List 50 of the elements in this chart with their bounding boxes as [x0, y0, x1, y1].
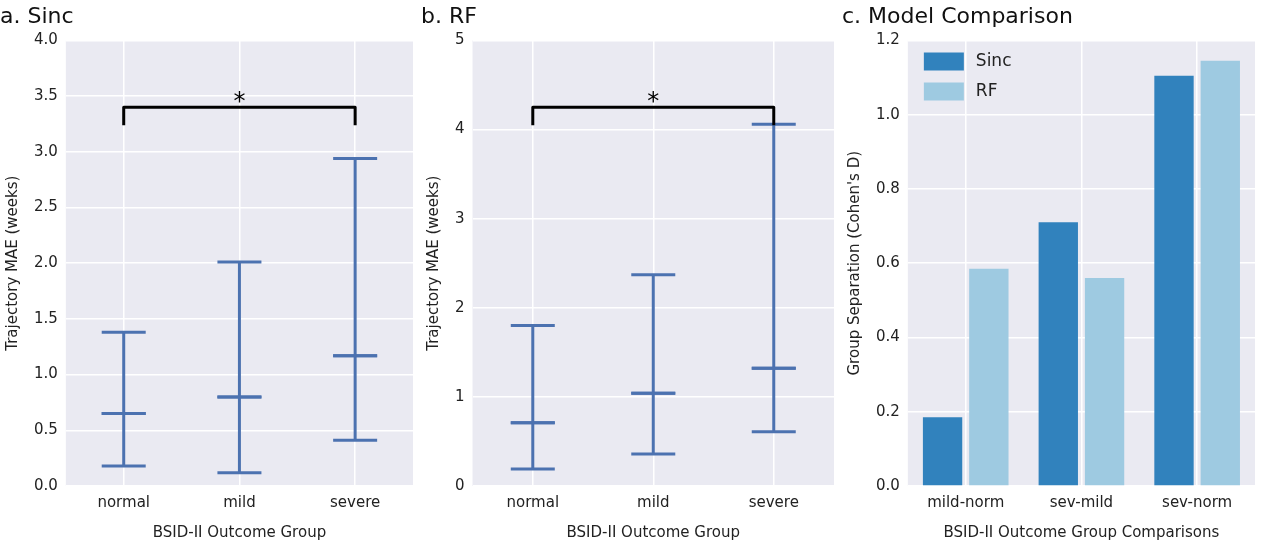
bar [969, 268, 1009, 486]
y-tick-label: 0.0 [34, 475, 58, 494]
y-tick-label: 4 [455, 119, 465, 138]
bar [1038, 222, 1078, 486]
chart-title: b. RF [421, 2, 477, 28]
y-tick-label: 4.0 [34, 30, 58, 49]
y-tick-label: 0.4 [876, 327, 900, 346]
y-tick-label: 2 [455, 297, 465, 316]
y-tick-label: 5 [455, 30, 465, 49]
legend-label: Sinc [975, 49, 1012, 70]
y-tick-label: 3 [455, 208, 465, 227]
chart-title: c. Model Comparison [842, 2, 1073, 28]
y-tick-label: 0 [455, 475, 465, 494]
y-tick-label: 0.8 [876, 178, 900, 197]
x-axis-title: BSID-II Outcome Group Comparisons [943, 522, 1220, 541]
bar [1200, 60, 1240, 486]
y-tick-label: 2.5 [34, 197, 58, 216]
y-tick-label: 3.0 [34, 141, 58, 160]
x-tick-label: mild [223, 492, 256, 511]
x-tick-label: normal [506, 492, 560, 511]
chart-title: a. Sinc [0, 2, 74, 28]
x-tick-label: sev-norm [1162, 492, 1233, 511]
y-tick-label: 1.0 [876, 104, 900, 123]
bar [922, 417, 963, 486]
x-tick-label: mild [637, 492, 670, 511]
y-tick-label: 1 [455, 386, 465, 405]
y-tick-label: 1.0 [34, 364, 58, 383]
y-tick-label: 0.6 [876, 253, 900, 272]
y-tick-label: 2.0 [34, 253, 58, 272]
x-tick-label: normal [97, 492, 150, 511]
y-tick-label: 3.5 [34, 85, 58, 104]
annotation: * [647, 87, 660, 116]
legend-label: RF [975, 79, 998, 100]
y-axis-title: Group Separation (Cohen's D) [844, 150, 863, 376]
y-tick-label: 1.2 [876, 30, 900, 49]
x-tick-label: mild-norm [927, 492, 1005, 511]
y-tick-label: 0.2 [876, 401, 900, 420]
x-tick-label: severe [330, 492, 381, 511]
y-tick-label: 0.5 [34, 420, 58, 439]
bar [1154, 75, 1194, 486]
bar [1084, 278, 1125, 486]
y-tick-label: 1.5 [34, 308, 58, 327]
x-tick-label: sev-mild [1049, 492, 1114, 511]
y-axis-title: Trajectory MAE (weeks) [423, 175, 442, 352]
x-axis-title: BSID-II Outcome Group [152, 522, 327, 541]
y-tick-label: 0.0 [876, 475, 900, 494]
y-axis-title: Trajectory MAE (weeks) [2, 175, 21, 352]
annotation: * [233, 87, 246, 116]
x-tick-label: severe [748, 492, 799, 511]
x-axis-title: BSID-II Outcome Group [566, 522, 740, 541]
